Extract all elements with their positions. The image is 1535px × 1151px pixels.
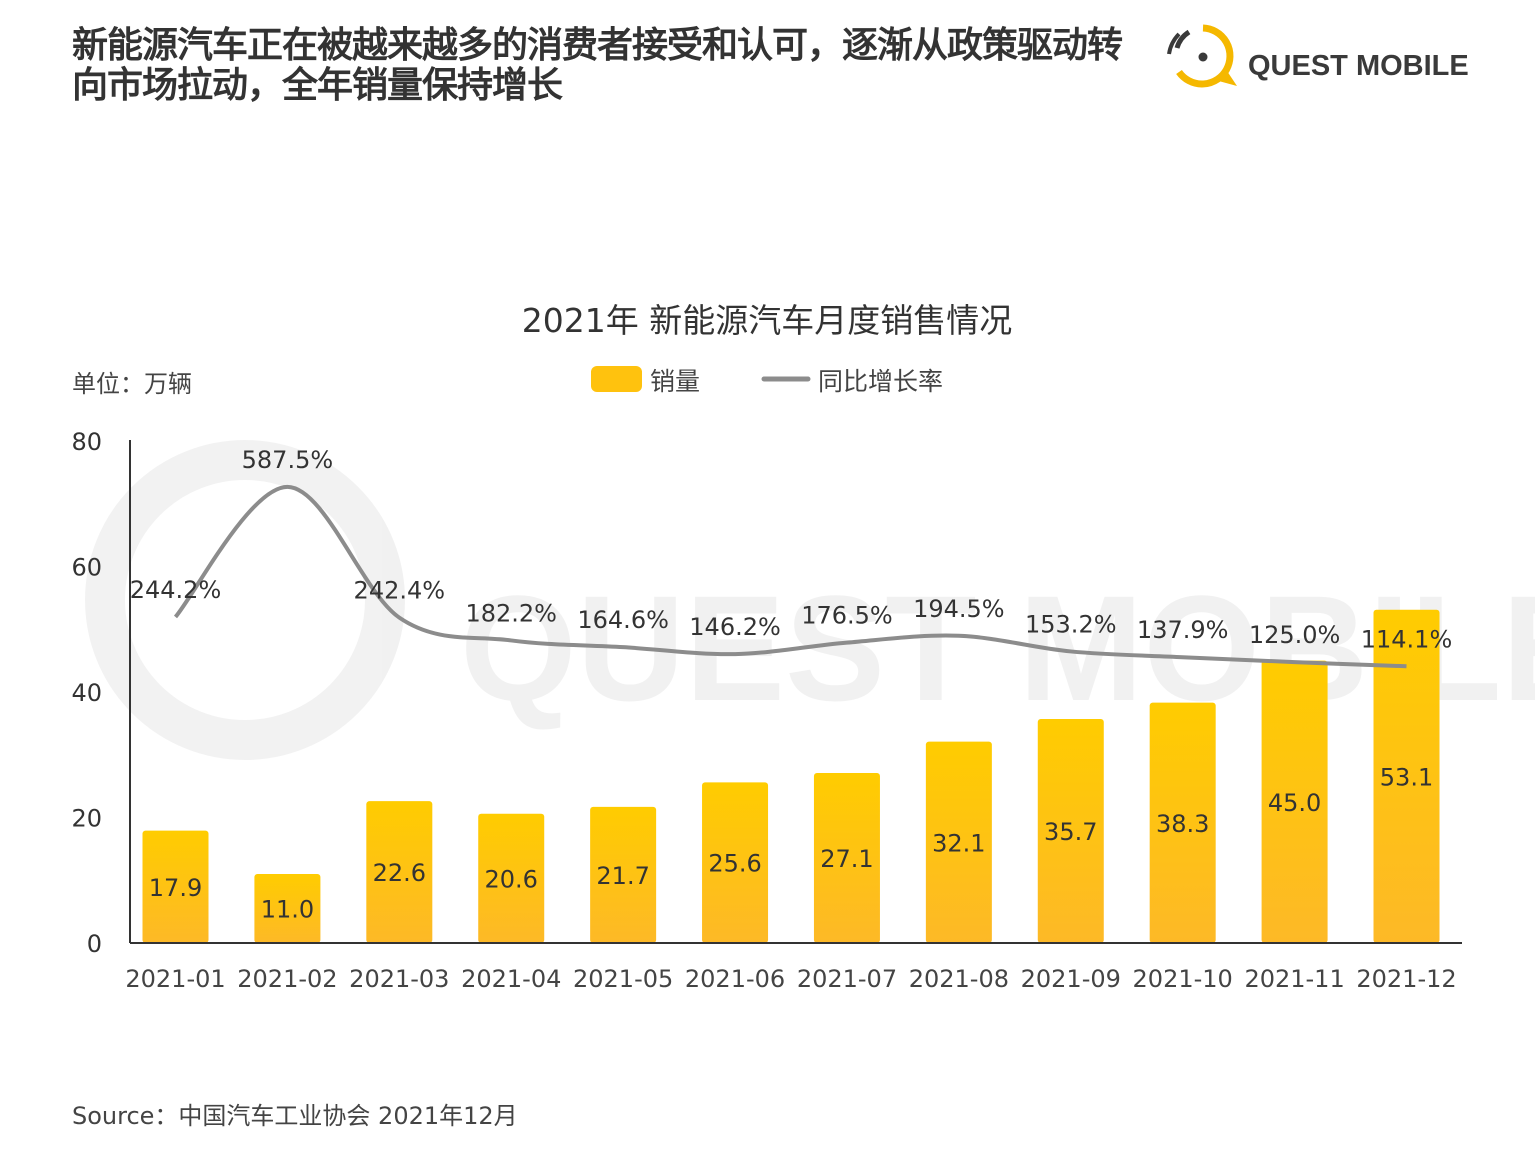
x-tick-label: 2021-11	[1244, 965, 1344, 993]
logo-text: QUEST MOBILE	[1248, 50, 1469, 82]
x-tick-label: 2021-05	[573, 965, 673, 993]
bar-value-label: 32.1	[932, 829, 985, 857]
growth-rate-label: 137.9%	[1137, 616, 1229, 644]
bar-2021-08	[925, 741, 992, 943]
x-tick-label: 2021-02	[237, 965, 337, 993]
bar-2021-12	[1373, 609, 1440, 943]
y-tick-label: 80	[71, 428, 102, 456]
bar-value-label: 53.1	[1380, 763, 1433, 791]
bar-value-label: 38.3	[1156, 810, 1209, 838]
growth-rate-label: 244.2%	[130, 576, 222, 604]
bar-2021-07	[813, 772, 880, 943]
bar-value-label: 22.6	[373, 859, 426, 887]
x-tick-label: 2021-01	[125, 965, 225, 993]
growth-rate-label: 242.4%	[354, 577, 446, 605]
bar-2021-02	[254, 873, 321, 943]
legend-bar-label: 销量	[650, 367, 700, 396]
bar-2021-06	[702, 782, 769, 943]
legend-bar-swatch	[591, 366, 642, 392]
y-tick-label: 0	[87, 930, 102, 958]
growth-rate-label: 153.2%	[1025, 610, 1117, 638]
x-tick-label: 2021-03	[349, 965, 449, 993]
growth-rate-label: 176.5%	[801, 602, 893, 630]
legend-line-label: 同比增长率	[818, 367, 943, 396]
unit-label: 单位：万辆	[72, 370, 192, 398]
bar-value-label: 45.0	[1268, 789, 1321, 817]
chart-title: 2021年 新能源汽车月度销售情况	[522, 301, 1012, 340]
headline: 新能源汽车正在被越来越多的消费者接受和认可，逐渐从政策驱动转向市场拉动，全年销量…	[72, 25, 1123, 106]
growth-rate-label: 125.0%	[1249, 621, 1341, 649]
y-tick-label: 60	[71, 554, 102, 582]
bar-value-label: 35.7	[1044, 818, 1097, 846]
x-tick-label: 2021-08	[909, 965, 1009, 993]
growth-rate-label: 114.1%	[1361, 625, 1453, 653]
bar-2021-11	[1261, 660, 1328, 943]
x-tick-label: 2021-10	[1133, 965, 1233, 993]
growth-rate-label: 146.2%	[689, 613, 781, 641]
bar-value-label: 21.7	[596, 862, 649, 890]
growth-rate-line	[173, 484, 1407, 669]
bar-2021-03	[366, 801, 433, 943]
growth-rate-label: 194.5%	[913, 595, 1005, 623]
legend: 销量 同比增长率	[591, 366, 943, 396]
bar-2021-10	[1149, 702, 1216, 943]
x-tick-label: 2021-06	[685, 965, 785, 993]
quest-mobile-logo-icon	[1167, 24, 1237, 88]
bar-2021-04	[478, 813, 545, 943]
bar-2021-09	[1037, 718, 1104, 943]
y-tick-label: 40	[71, 679, 102, 707]
y-tick-label: 20	[71, 805, 102, 833]
bar-2021-05	[590, 806, 657, 943]
bar-value-label: 17.9	[149, 874, 202, 902]
growth-rate-label: 587.5%	[242, 446, 334, 474]
source-note: Source：中国汽车工业协会 2021年12月	[72, 1102, 518, 1130]
bar-2021-01	[142, 830, 209, 943]
x-tick-label: 2021-09	[1021, 965, 1121, 993]
growth-rate-label: 164.6%	[577, 606, 669, 634]
bar-value-label: 20.6	[485, 865, 538, 893]
bar-value-label: 11.0	[261, 895, 314, 923]
growth-rate-label: 182.2%	[465, 599, 557, 627]
bar-value-label: 27.1	[820, 845, 873, 873]
x-tick-label: 2021-07	[797, 965, 897, 993]
x-tick-label: 2021-04	[461, 965, 561, 993]
bar-value-label: 25.6	[708, 850, 761, 878]
x-tick-label: 2021-12	[1356, 965, 1456, 993]
